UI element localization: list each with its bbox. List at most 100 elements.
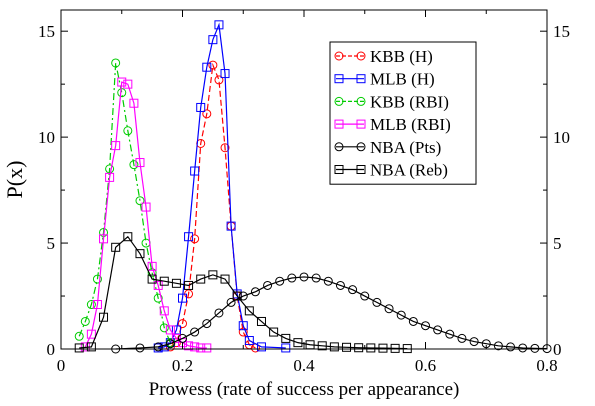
- data-point: [153, 293, 163, 303]
- data-point: [135, 343, 145, 353]
- data-point: [232, 291, 242, 301]
- data-point: [86, 329, 96, 339]
- data-point: [80, 316, 90, 326]
- data-point: [281, 343, 291, 353]
- y-tick-label-right: 15: [553, 22, 570, 41]
- x-tick-label: 0: [57, 356, 66, 375]
- data-point: [360, 291, 370, 301]
- series-line: [84, 81, 207, 349]
- legend-item: MLB (H): [334, 70, 435, 89]
- y-tick-label-right: 10: [553, 128, 570, 147]
- data-point: [190, 327, 200, 337]
- legend-label: KBB (H): [370, 47, 433, 66]
- data-point: [226, 297, 236, 307]
- data-point: [196, 274, 206, 284]
- data-point: [141, 202, 151, 212]
- data-point: [396, 310, 406, 320]
- legend-marker: [356, 51, 366, 61]
- data-point: [238, 291, 248, 301]
- data-point: [86, 300, 96, 310]
- data-point: [123, 79, 133, 89]
- x-tick-label: 0.8: [536, 356, 557, 375]
- legend-item: NBA (Pts): [334, 138, 441, 157]
- x-tick-label: 0.4: [293, 356, 315, 375]
- data-point: [421, 321, 430, 331]
- data-point: [378, 343, 388, 353]
- legend-item: MLB (RBI): [334, 115, 451, 134]
- data-point: [99, 312, 109, 322]
- data-point: [74, 331, 84, 341]
- data-point: [159, 306, 169, 316]
- legend-item: NBA (Reb): [334, 161, 448, 180]
- data-point: [269, 327, 279, 337]
- data-point: [493, 341, 503, 351]
- data-point: [208, 60, 218, 70]
- legend-item: KBB (RBI): [334, 92, 449, 111]
- data-point: [506, 342, 516, 352]
- data-point: [92, 274, 102, 284]
- data-point: [214, 308, 224, 318]
- data-point: [250, 287, 260, 297]
- data-point: [153, 342, 163, 352]
- data-point: [256, 342, 266, 352]
- series-line: [158, 22, 286, 349]
- x-tick-label: 0.6: [415, 356, 436, 375]
- data-point: [190, 342, 200, 352]
- data-point: [214, 75, 224, 85]
- data-point: [518, 343, 528, 353]
- data-point: [165, 339, 175, 349]
- data-point: [111, 58, 121, 68]
- y-axis-right: 0 5 10 15: [540, 22, 570, 359]
- legend-marker: [334, 142, 344, 152]
- data-point: [111, 141, 121, 151]
- legend: KBB (H) MLB (H) KBB (RBI) MLB (RBI) NBA (Pts…: [329, 41, 477, 185]
- data-point: [226, 221, 236, 231]
- data-point: [208, 35, 218, 45]
- data-point: [329, 342, 339, 352]
- data-point: [433, 325, 443, 335]
- data-point: [165, 325, 175, 335]
- data-point: [99, 234, 109, 244]
- x-axis: 0 0.2 0.4 0.6 0.8: [57, 10, 558, 375]
- data-point: [129, 160, 139, 170]
- legend-marker: [334, 74, 344, 84]
- series-line: [78, 62, 171, 343]
- data-point: [469, 337, 479, 347]
- data-point: [530, 343, 540, 353]
- data-point: [147, 274, 157, 284]
- data-point: [348, 285, 358, 295]
- data-point: [147, 261, 157, 271]
- data-point: [256, 316, 266, 326]
- data-point: [123, 232, 133, 242]
- series-kbb-rbi: [74, 58, 175, 348]
- data-point: [384, 304, 394, 314]
- legend-marker: [334, 51, 344, 61]
- series-line: [170, 62, 256, 349]
- x-axis-label: Prowess (rate of success per appearance): [149, 379, 460, 400]
- data-point: [390, 343, 400, 353]
- data-point: [220, 69, 230, 79]
- x-tick-label: 0.2: [172, 356, 193, 375]
- data-point: [323, 276, 333, 286]
- data-point: [445, 329, 455, 339]
- data-point: [74, 343, 84, 353]
- data-point: [196, 343, 206, 353]
- data-point: [117, 77, 127, 87]
- data-point: [117, 88, 127, 98]
- data-point: [171, 278, 181, 288]
- data-point: [457, 333, 467, 343]
- legend-label: NBA (Pts): [370, 138, 441, 157]
- data-point: [196, 102, 206, 112]
- data-point: [178, 293, 187, 303]
- legend-label: MLB (RBI): [370, 115, 451, 134]
- data-point: [342, 342, 352, 352]
- data-point: [105, 172, 115, 182]
- data-point: [184, 280, 194, 290]
- data-point: [86, 342, 96, 352]
- data-point: [214, 20, 224, 30]
- data-point: [202, 62, 212, 72]
- data-point: [184, 232, 194, 242]
- data-point: [208, 270, 218, 280]
- data-point: [190, 166, 200, 176]
